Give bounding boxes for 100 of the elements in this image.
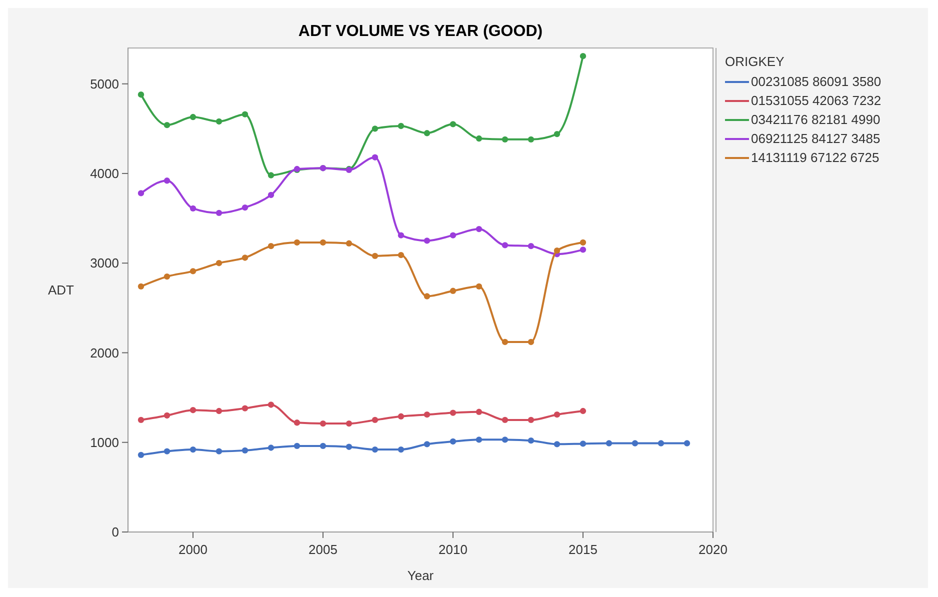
legend-label: 03421176 82181 4990	[751, 112, 880, 127]
point	[268, 243, 274, 250]
point	[580, 239, 586, 246]
point	[216, 118, 222, 125]
point	[528, 243, 534, 250]
point	[242, 254, 248, 261]
point	[346, 444, 352, 450]
legend-label: 14131119 67122 6725	[751, 150, 880, 165]
point	[580, 440, 586, 447]
chart-title: ADT VOLUME VS YEAR (GOOD)	[298, 23, 543, 40]
point	[450, 232, 456, 238]
point	[398, 252, 404, 258]
point	[190, 205, 196, 212]
point	[242, 204, 248, 211]
point	[398, 232, 404, 238]
point	[242, 111, 248, 118]
point	[684, 440, 690, 446]
x-tick-label: 2000	[178, 542, 208, 557]
x-tick-label: 2010	[438, 542, 468, 557]
point	[554, 247, 560, 254]
point	[528, 437, 534, 444]
point	[320, 442, 326, 450]
point	[216, 210, 222, 216]
legend-label: 01531055 42063 7232	[751, 93, 882, 108]
point	[476, 226, 482, 232]
point	[424, 130, 430, 136]
point	[190, 268, 196, 274]
point	[346, 420, 352, 427]
point	[476, 408, 482, 415]
point	[424, 293, 430, 300]
point	[320, 420, 326, 427]
point	[398, 413, 404, 420]
point	[242, 447, 248, 454]
point	[554, 441, 560, 448]
point	[606, 440, 612, 446]
legend-label: 00231085 86091 3580	[751, 74, 882, 89]
y-tick-label: 3000	[90, 256, 119, 271]
point	[450, 438, 456, 445]
point	[580, 246, 586, 253]
point	[294, 420, 300, 426]
point	[528, 136, 534, 143]
point	[502, 136, 508, 143]
point	[476, 283, 482, 290]
legend-title: ORIGKEY	[725, 54, 785, 69]
point	[138, 452, 144, 458]
point	[268, 172, 274, 178]
y-axis-title: ADT	[48, 282, 74, 298]
point	[372, 416, 378, 424]
point	[528, 338, 534, 346]
point	[424, 238, 430, 244]
point	[372, 126, 378, 132]
x-tick-label: 2020	[698, 542, 728, 557]
point	[476, 135, 482, 142]
point	[580, 52, 586, 60]
point	[242, 405, 248, 412]
point	[372, 252, 378, 260]
point	[398, 446, 404, 453]
point	[216, 448, 222, 454]
point	[268, 402, 274, 408]
point	[502, 416, 508, 424]
point	[164, 412, 170, 419]
point	[138, 190, 144, 196]
x-axis-title: Year	[407, 568, 434, 583]
point	[138, 283, 144, 290]
point	[216, 260, 222, 266]
point	[164, 178, 170, 184]
point	[372, 446, 378, 453]
point	[554, 130, 560, 138]
point	[424, 441, 430, 448]
legend-label: 06921125 84127 3485	[751, 131, 880, 146]
point	[372, 154, 378, 160]
point	[424, 412, 430, 418]
y-tick-label: 0	[112, 524, 119, 540]
point	[190, 407, 196, 414]
point	[268, 444, 274, 451]
point	[450, 410, 456, 416]
x-tick-label: 2015	[568, 542, 598, 557]
point	[268, 192, 274, 198]
point	[164, 448, 170, 454]
y-tick-label: 1000	[90, 434, 119, 450]
point	[346, 240, 352, 246]
y-tick-label: 5000	[90, 76, 119, 92]
point	[216, 408, 222, 414]
point	[294, 239, 300, 246]
point	[502, 242, 508, 248]
point	[528, 416, 534, 424]
point	[580, 408, 586, 414]
point	[554, 412, 560, 418]
point	[164, 122, 170, 128]
point	[190, 446, 196, 453]
x-tick-label: 2005	[308, 542, 338, 557]
point	[138, 416, 144, 424]
y-tick-label: 2000	[90, 345, 119, 360]
point	[476, 436, 482, 443]
point	[502, 436, 508, 443]
point	[450, 288, 456, 294]
point	[658, 440, 664, 446]
point	[164, 273, 170, 280]
point	[632, 440, 638, 446]
point	[502, 338, 508, 346]
